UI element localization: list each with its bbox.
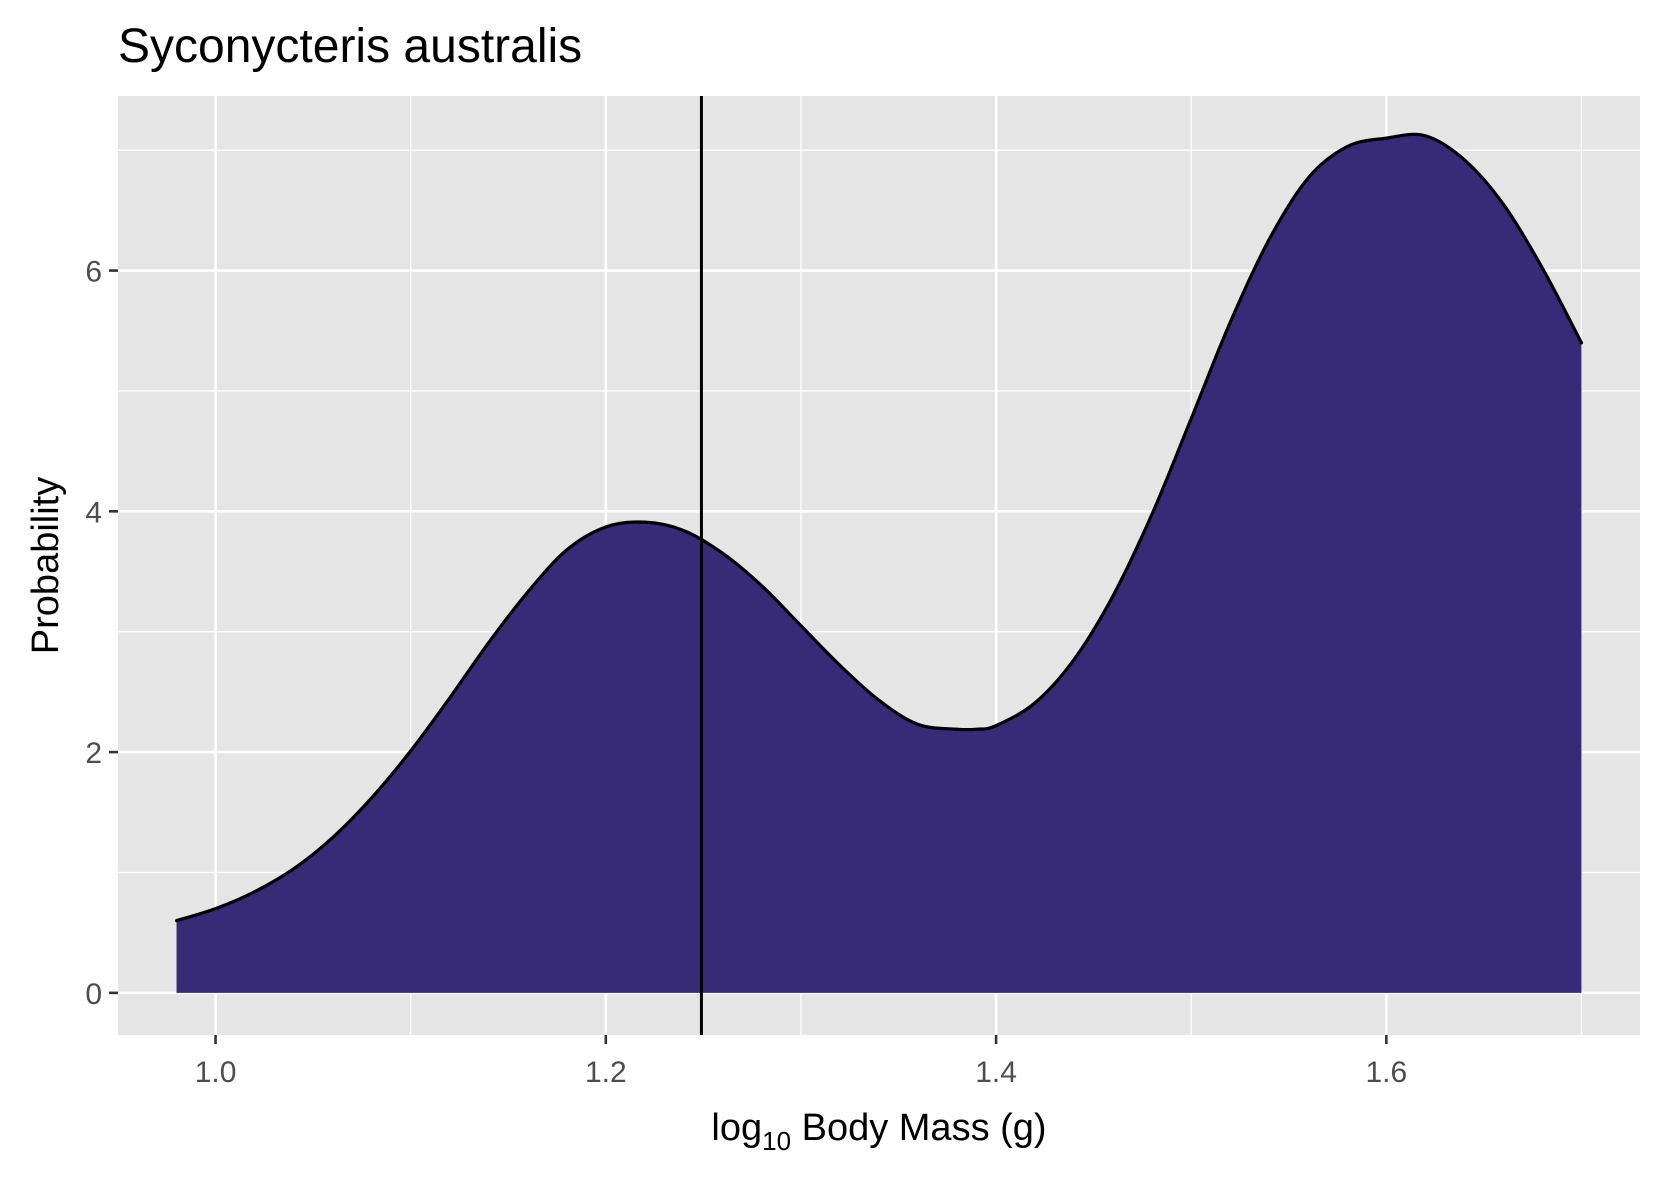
y-tick-label: 2 [85, 737, 102, 770]
x-tick-label: 1.6 [1365, 1056, 1407, 1089]
x-axis-title: log10 Body Mass (g) [711, 1107, 1046, 1156]
x-tick-label: 1.0 [195, 1056, 237, 1089]
x-axis-title-prefix: log [711, 1107, 762, 1149]
axes: 1.0 1.2 1.4 1.6 0 2 4 6 [85, 256, 1407, 1089]
y-axis-title: Probability [25, 477, 67, 654]
y-tick-label: 4 [85, 496, 102, 529]
y-tick-label: 0 [85, 978, 102, 1011]
x-tick-label: 1.2 [585, 1056, 627, 1089]
x-axis-title-subscript: 10 [762, 1126, 791, 1156]
x-axis-title-suffix: Body Mass (g) [791, 1107, 1047, 1149]
density-curve [174, 132, 1584, 923]
x-tick-label: 1.4 [975, 1056, 1017, 1089]
density-area [176, 134, 1582, 993]
y-tick-label: 6 [85, 256, 102, 289]
chart-title: Syconycteris australis [118, 20, 582, 73]
